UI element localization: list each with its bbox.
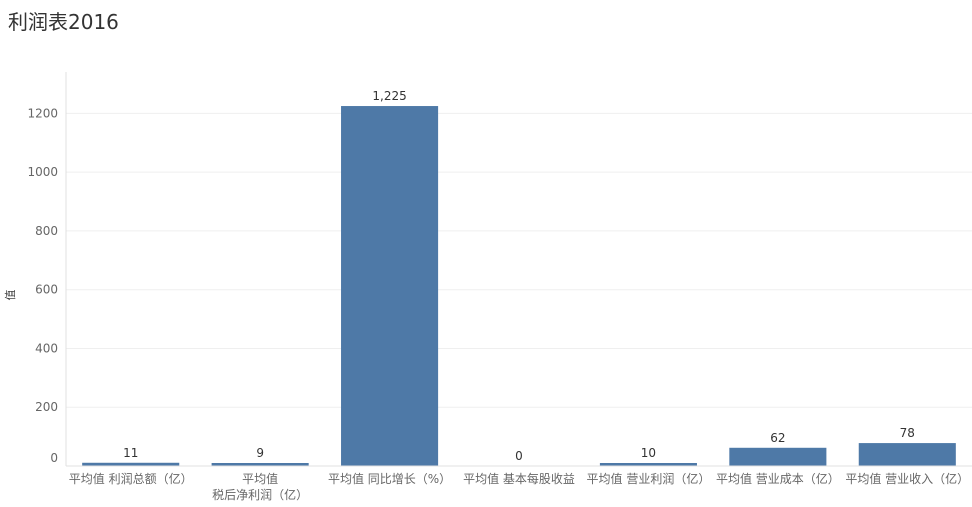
x-tick-label: 平均值 营业成本（亿） [716,471,840,486]
data-label: 0 [515,449,523,463]
x-tick-label: 平均值 利润总额（亿） [69,471,193,486]
x-tick-label: 平均值 [242,471,278,486]
bar [341,106,439,467]
y-tick-label: 800 [35,224,58,238]
bar [858,443,956,466]
bar [211,463,309,466]
y-tick-label: 0 [50,451,58,465]
y-tick-label: 1200 [27,106,58,120]
x-tick-label: 平均值 营业收入（亿） [845,471,969,486]
y-axis-label: 值 [4,290,17,301]
x-tick-label: 平均值 营业利润（亿） [587,471,711,486]
data-label: 10 [641,446,656,460]
data-label: 62 [770,431,785,445]
y-axis: 0 200 400 600 800 1000 1200 [27,72,67,466]
data-label: 9 [256,446,264,460]
x-tick-label: 税后净利润（亿） [212,487,308,502]
gridlines [66,112,972,408]
y-tick-label: 200 [35,400,58,414]
y-tick-label: 1000 [27,165,58,179]
chart-title: 利润表2016 [8,10,119,34]
data-label: 1,225 [372,89,406,103]
x-tick-label: 平均值 基本每股收益 [463,471,575,486]
data-label: 11 [123,446,138,460]
data-labels: 11 9 1,225 0 10 62 78 [123,89,915,463]
bar [599,463,697,466]
bar [82,462,180,466]
bars [82,106,956,467]
y-tick-label: 400 [35,341,58,355]
bar [729,447,827,466]
x-tick-label: 平均值 同比增长（%） [328,471,451,486]
y-tick-label: 600 [35,283,58,297]
data-label: 78 [900,426,915,440]
